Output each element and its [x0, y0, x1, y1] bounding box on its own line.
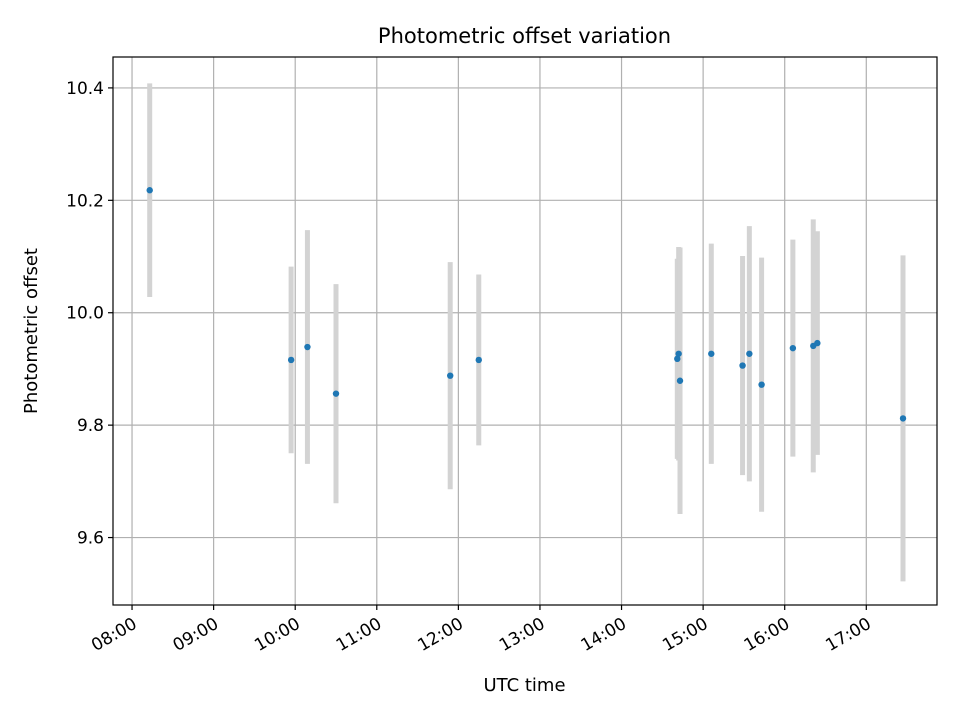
data-point: [708, 350, 715, 357]
y-tick-label: 10.0: [66, 304, 104, 324]
x-tick-label: 12:00: [414, 614, 466, 656]
data-point: [758, 381, 765, 388]
y-tick-label: 9.8: [77, 416, 104, 436]
y-tick-label: 10.2: [66, 191, 104, 211]
data-point: [899, 415, 907, 422]
x-axis-ticks: 08:00 09:00 10:00 11:00 12:00 13:00 14:00 15:00…: [88, 605, 875, 656]
x-tick-label: 16:00: [741, 614, 793, 656]
data-points: [146, 187, 907, 422]
data-point: [146, 187, 153, 194]
chart-title: Photometric offset variation: [378, 24, 671, 48]
x-tick-label: 11:00: [333, 614, 385, 656]
x-tick-label: 17:00: [822, 614, 874, 656]
data-point: [475, 356, 482, 364]
plot-frame: [112, 56, 938, 606]
data-point: [674, 355, 681, 363]
x-axis-label: UTC time: [483, 675, 565, 696]
y-tick-label: 9.6: [77, 529, 104, 549]
data-point: [287, 356, 295, 364]
y-axis-ticks: 9.6 9.8 10.0 10.2 10.4: [66, 79, 113, 549]
data-point: [746, 350, 753, 357]
data-point: [789, 344, 797, 352]
data-point: [676, 377, 684, 384]
x-tick-label: 09:00: [170, 614, 222, 656]
data-point: [739, 362, 746, 369]
y-axis-label: Photometric offset: [21, 248, 42, 414]
data-point: [814, 339, 821, 347]
y-tick-label: 10.4: [66, 79, 104, 99]
x-tick-label: 14:00: [578, 614, 630, 656]
x-tick-label: 15:00: [659, 614, 711, 656]
x-tick-label: 10:00: [251, 614, 303, 656]
data-point: [304, 343, 311, 351]
data-point: [332, 390, 340, 397]
data-point: [675, 350, 682, 357]
x-tick-label: 08:00: [88, 614, 140, 656]
grid: [113, 57, 937, 605]
x-tick-label: 13:00: [496, 614, 548, 656]
error-bars: [147, 83, 906, 582]
data-point: [447, 372, 454, 379]
